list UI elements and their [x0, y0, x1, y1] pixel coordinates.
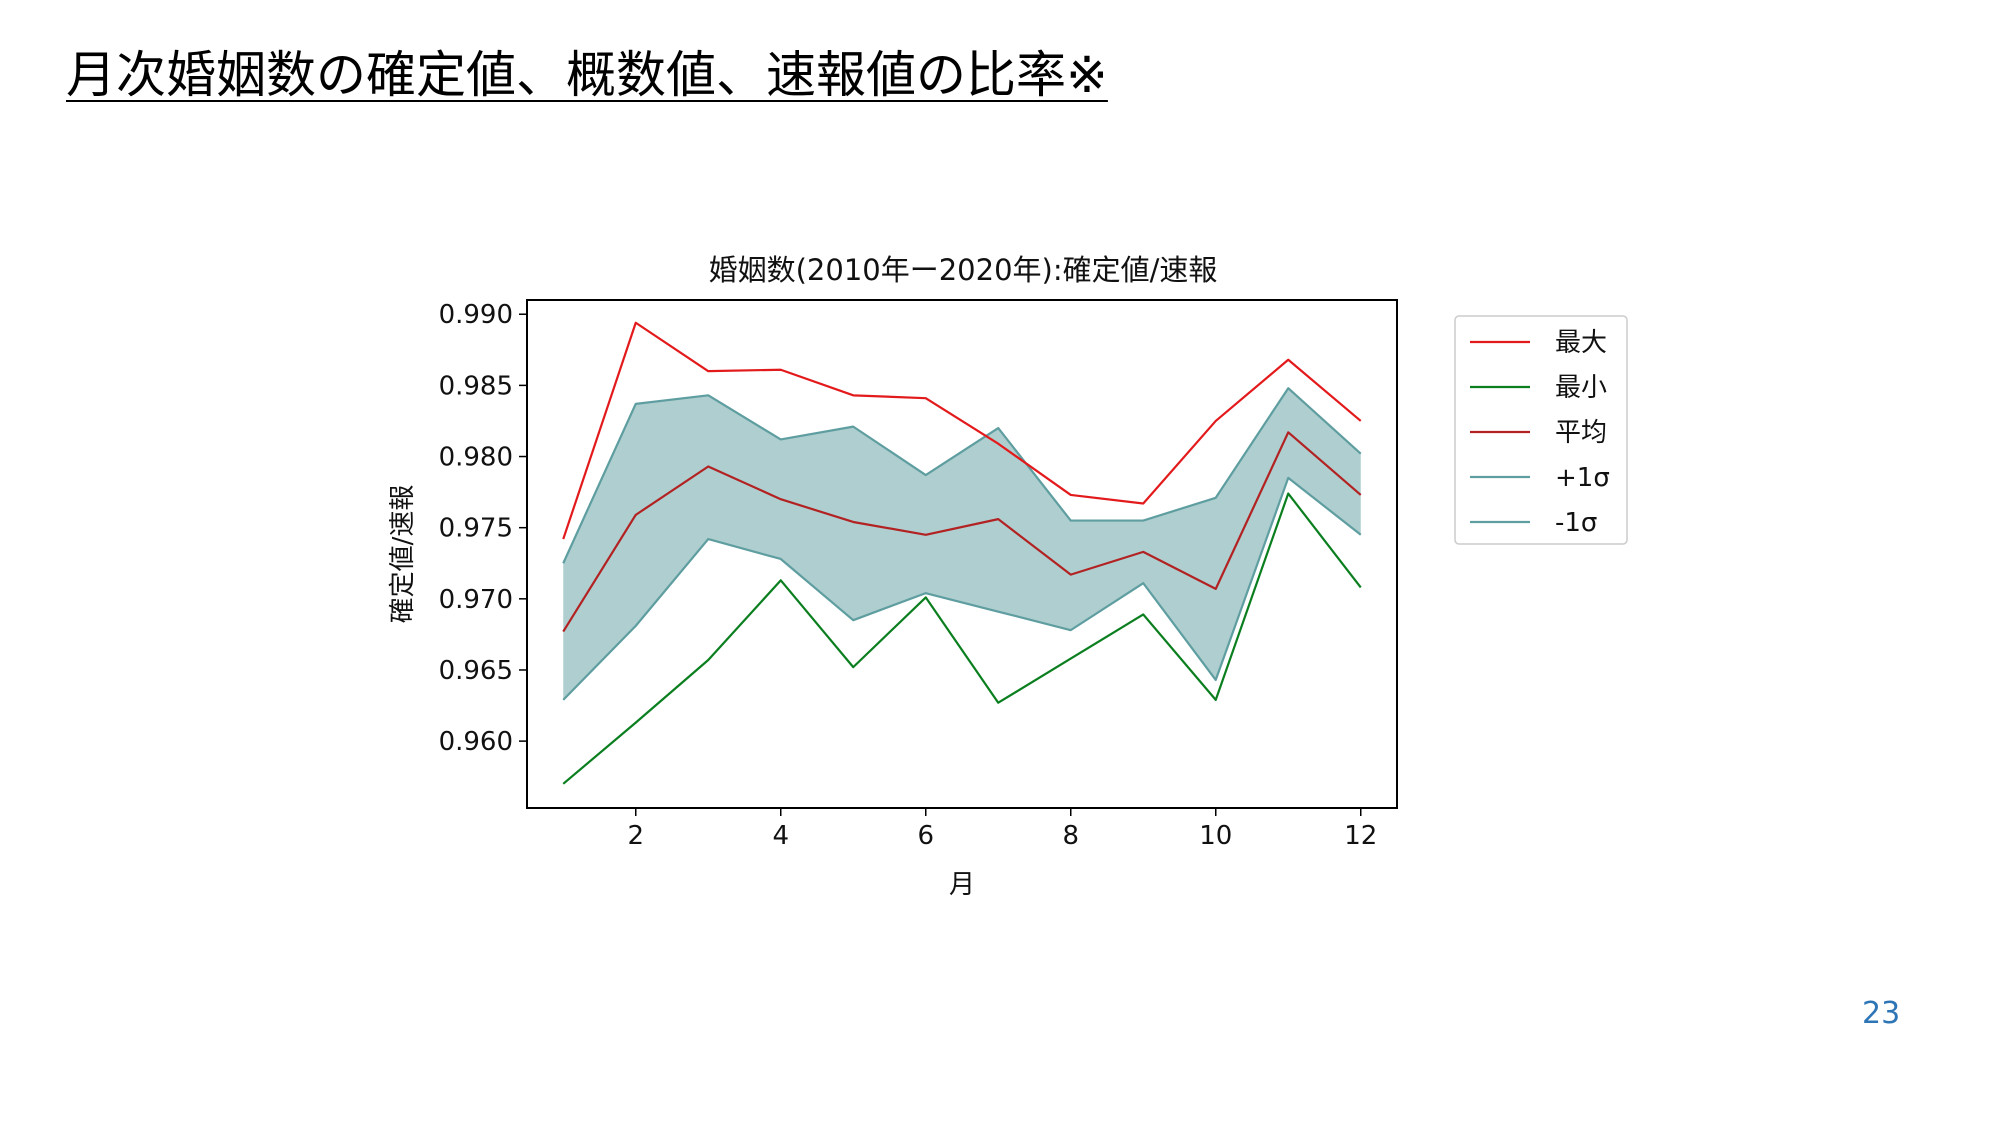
- y-tick-label: 0.990: [439, 300, 513, 330]
- slide-title: 月次婚姻数の確定値、概数値、速報値の比率※: [66, 46, 1108, 104]
- y-tick-label: 0.975: [439, 514, 513, 544]
- x-tick-label: 8: [1062, 821, 1079, 851]
- legend-label-4: -1σ: [1555, 508, 1597, 538]
- series-line-4: [562, 476, 1362, 701]
- sigma-band: [563, 388, 1361, 700]
- legend-label-3: +1σ: [1555, 463, 1610, 493]
- legend-label-2: 平均: [1555, 418, 1607, 448]
- x-tick-label: 10: [1199, 821, 1232, 851]
- y-axis-label: 確定値/速報: [388, 485, 418, 624]
- y-tick-label: 0.960: [439, 727, 513, 757]
- x-tick-label: 12: [1344, 821, 1377, 851]
- page-number: 23: [1862, 996, 1901, 1031]
- legend-frame: [1454, 315, 1628, 545]
- x-axis-label: 月: [949, 870, 975, 900]
- x-tick-label: 6: [917, 821, 934, 851]
- series-line-1: [562, 492, 1362, 785]
- y-tick-label: 0.965: [439, 656, 513, 686]
- sigma-band-layer: [563, 388, 1361, 700]
- series-line-2: [562, 431, 1362, 633]
- x-axis: 2 4 6 8 10 12: [627, 808, 1377, 851]
- y-tick-label: 0.985: [439, 371, 513, 401]
- y-tick-label: 0.980: [439, 443, 513, 473]
- y-axis: 0.960 0.965 0.970 0.975 0.980 0.985 0.990: [439, 300, 527, 757]
- x-tick-label: 4: [772, 821, 789, 851]
- series-lines-layer: [562, 321, 1362, 785]
- legend-label-0: 最大: [1555, 328, 1607, 358]
- legend-label-1: 最小: [1555, 373, 1607, 403]
- series-line-0: [562, 321, 1362, 540]
- plot-frame: [526, 299, 1398, 809]
- chart-title: 婚姻数(2010年ー2020年):確定値/速報: [709, 253, 1218, 287]
- y-tick-label: 0.970: [439, 585, 513, 615]
- series-line-3: [562, 387, 1362, 564]
- x-tick-label: 2: [627, 821, 644, 851]
